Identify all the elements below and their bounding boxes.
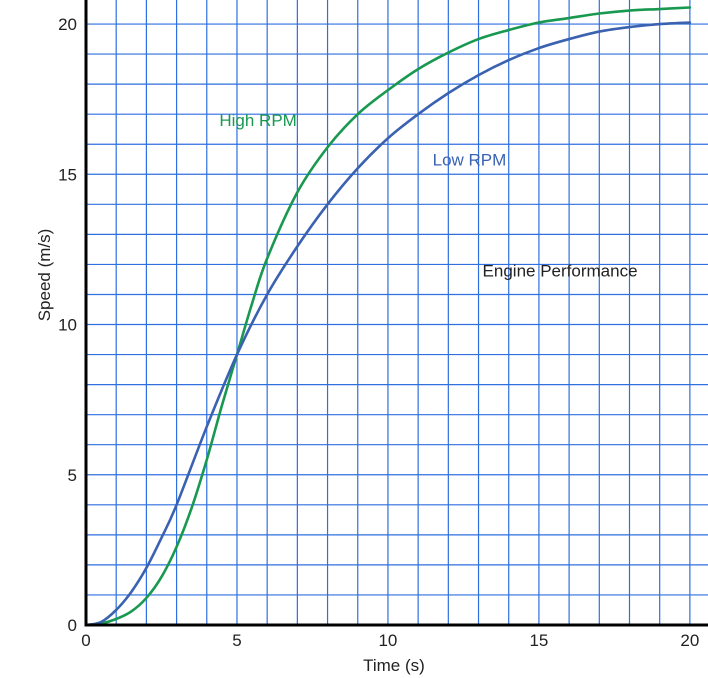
y-tick-label: 0	[68, 616, 77, 635]
annotation-engine-performance: Engine Performance	[483, 261, 638, 280]
x-tick-label: 15	[529, 631, 548, 650]
y-tick-label: 10	[58, 316, 77, 335]
annotations: High RPM Low RPM Engine Performance	[219, 111, 637, 280]
x-axis-title: Time (s)	[363, 656, 425, 675]
y-tick-label: 15	[58, 165, 77, 184]
grid	[86, 0, 708, 625]
series-group	[84, 6, 692, 627]
series-line-low-rpm	[84, 21, 692, 627]
axes	[84, 0, 708, 627]
tick-labels: 0 5 10 15 20 0 5 10 15 20	[58, 15, 699, 650]
x-tick-label: 10	[378, 631, 397, 650]
x-tick-label: 0	[81, 631, 90, 650]
x-tick-label: 5	[232, 631, 241, 650]
x-tick-label: 20	[680, 631, 699, 650]
y-tick-label: 5	[68, 466, 77, 485]
y-axis-title: Speed (m/s)	[35, 229, 54, 322]
series-line-high-rpm	[84, 6, 692, 627]
annotation-low-rpm: Low RPM	[433, 150, 507, 169]
y-tick-label: 20	[58, 15, 77, 34]
annotation-high-rpm: High RPM	[219, 111, 296, 130]
